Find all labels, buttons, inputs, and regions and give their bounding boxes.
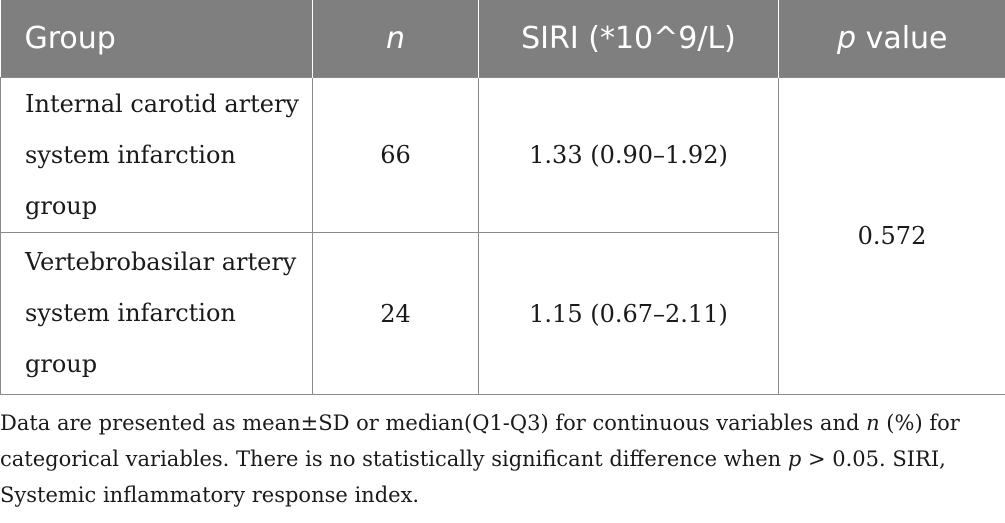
cell-p-value: 0.572	[778, 77, 1005, 395]
header-group: Group	[0, 0, 313, 78]
header-p-italic: p	[836, 21, 857, 56]
footnote-part1: Data are presented as mean±SD or median(…	[0, 411, 867, 435]
cell-siri: 1.33 (0.90–1.92)	[478, 77, 779, 233]
table-row: Internal carotid artery system infarctio…	[0, 77, 1005, 395]
cell-siri: 1.15 (0.67–2.11)	[478, 232, 779, 395]
header-p-value: p value	[778, 0, 1005, 78]
cell-n: 66	[312, 77, 479, 233]
table-row: Vertebrobasilar artery system infarction…	[0, 232, 1005, 395]
cell-group: Vertebrobasilar artery system infarction…	[0, 232, 313, 395]
header-row: Group n SIRI (*10^9/L) p value	[0, 0, 1005, 78]
data-table-container: Group n SIRI (*10^9/L) p value Internal …	[0, 0, 1005, 395]
footnote-n-italic: n	[866, 411, 880, 435]
footnote-part3: > 0.05. SIRI, Systemic inflammatory resp…	[0, 447, 946, 507]
siri-table: Group n SIRI (*10^9/L) p value Internal …	[0, 0, 1005, 395]
header-n: n	[312, 0, 479, 78]
cell-group: Internal carotid artery system infarctio…	[0, 77, 313, 233]
table-footnote: Data are presented as mean±SD or median(…	[0, 405, 1000, 513]
footnote-p-italic: p	[787, 447, 802, 471]
cell-n: 24	[312, 232, 479, 395]
footnote-part2: (%) for categorical variables. There is …	[0, 411, 960, 471]
header-p-rest: value	[856, 21, 948, 56]
header-siri: SIRI (*10^9/L)	[478, 0, 779, 78]
